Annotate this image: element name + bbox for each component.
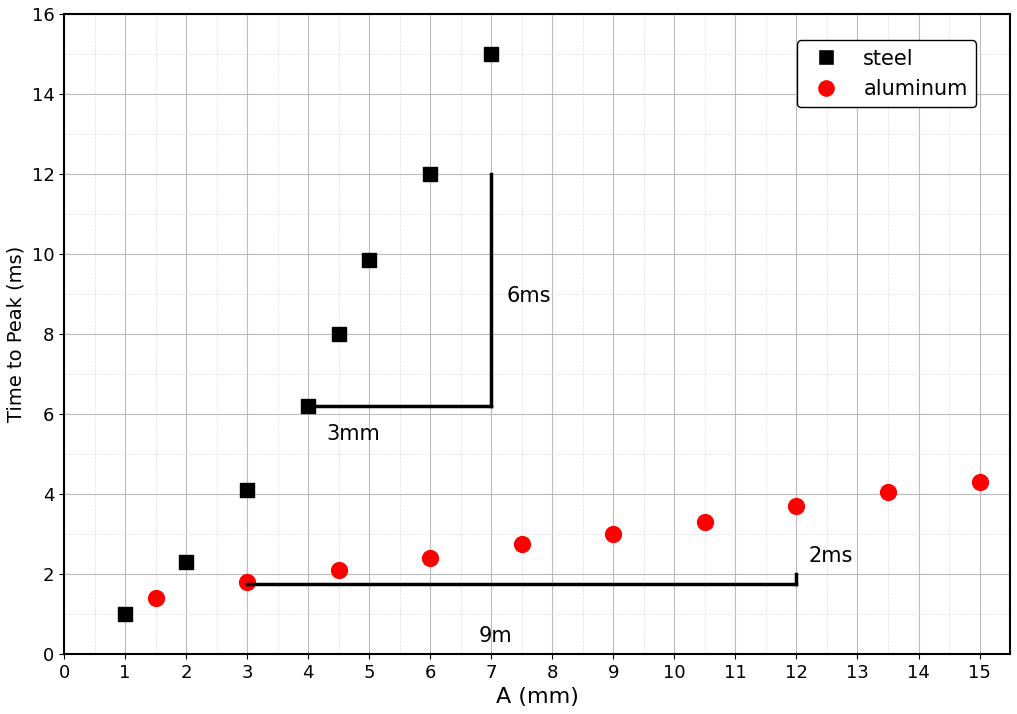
steel	[239, 484, 255, 496]
steel	[331, 328, 347, 340]
aluminum	[331, 564, 347, 575]
aluminum	[880, 486, 896, 498]
Text: 2ms: 2ms	[809, 545, 853, 565]
steel	[483, 49, 499, 60]
steel	[422, 169, 438, 180]
Y-axis label: Time to Peak (ms): Time to Peak (ms)	[7, 246, 26, 422]
Text: 3mm: 3mm	[326, 424, 380, 444]
aluminum	[422, 552, 438, 563]
aluminum	[514, 538, 530, 550]
X-axis label: A (mm): A (mm)	[495, 687, 579, 707]
aluminum	[697, 516, 713, 528]
steel	[361, 254, 377, 266]
steel	[300, 400, 316, 411]
Text: 6ms: 6ms	[506, 286, 551, 306]
aluminum	[788, 500, 804, 511]
aluminum	[971, 476, 988, 488]
aluminum	[239, 576, 255, 588]
aluminum	[147, 592, 164, 603]
aluminum	[605, 528, 621, 540]
steel	[117, 608, 133, 620]
steel	[178, 556, 194, 568]
Legend: steel, aluminum: steel, aluminum	[796, 41, 976, 107]
Text: 9m: 9m	[479, 625, 513, 645]
